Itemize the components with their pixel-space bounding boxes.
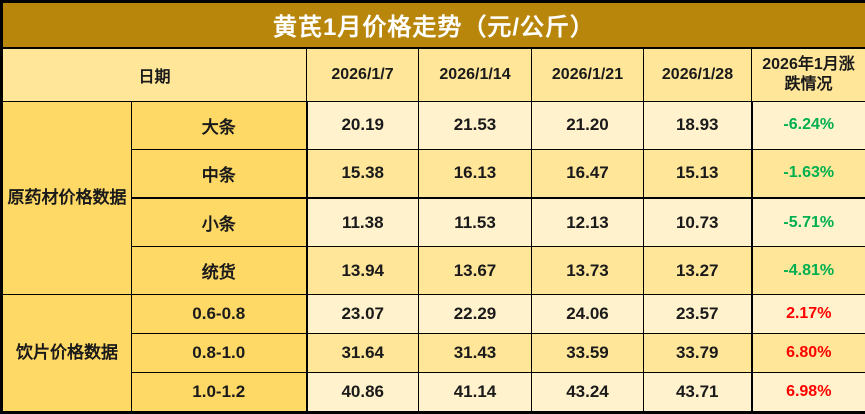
row-label: 1.0-1.2: [131, 371, 308, 413]
row-label: 0.6-0.8: [131, 294, 308, 334]
cell-value: 23.07: [306, 294, 419, 334]
cell-value: 12.13: [531, 197, 644, 248]
cell-value: 41.14: [418, 371, 532, 413]
group-label-slices: 饮片价格数据: [1, 294, 132, 413]
cell-value: 20.19: [306, 101, 419, 150]
cell-value: 33.59: [531, 332, 644, 373]
cell-value: 10.73: [643, 197, 752, 248]
cell-value: 13.27: [643, 246, 752, 296]
cell-value: 13.73: [531, 246, 644, 296]
change-value: -4.81%: [750, 246, 865, 296]
header-date-2: 2026/1/14: [418, 47, 532, 102]
table-row: 中条 15.38 16.13 16.47 15.13 -1.63%: [2, 148, 865, 200]
table-row: 小条 11.38 11.53 12.13 10.73 -5.71%: [2, 197, 865, 248]
header-change-label: 2026年1月涨跌情况: [750, 47, 865, 102]
row-label: 小条: [131, 197, 308, 248]
table-row: 原药材价格数据 大条 20.19 21.53 21.20 18.93 -6.24…: [1, 100, 865, 296]
cell-value: 15.38: [306, 148, 419, 200]
row-label: 0.8-1.0: [131, 332, 308, 373]
header-date-1: 2026/1/7: [306, 47, 419, 102]
row-label: 统货: [131, 246, 308, 296]
cell-value: 22.29: [418, 294, 532, 334]
cell-value: 21.53: [418, 101, 532, 150]
change-value: 2.17%: [750, 294, 865, 334]
cell-value: 16.13: [418, 148, 532, 200]
cell-value: 24.06: [531, 294, 644, 334]
cell-value: 43.24: [531, 371, 644, 413]
cell-value: 21.20: [531, 101, 644, 150]
cell-value: 23.57: [643, 294, 752, 334]
change-value: 6.80%: [750, 332, 865, 373]
cell-value: 40.86: [306, 371, 419, 413]
header-date-3: 2026/1/21: [531, 47, 644, 102]
title-row: 黄芪1月价格走势（元/公斤）: [0, 0, 865, 49]
change-value: -5.71%: [750, 197, 865, 248]
group-label-raw-material: 原药材价格数据: [1, 100, 132, 296]
cell-value: 11.38: [306, 197, 419, 248]
row-label: 大条: [131, 101, 308, 150]
header-date-label: 日期: [1, 47, 307, 102]
cell-value: 33.79: [643, 332, 752, 373]
header-date-4: 2026/1/28: [643, 47, 752, 102]
cell-value: 31.64: [306, 332, 419, 373]
row-label: 中条: [131, 148, 308, 200]
table-title: 黄芪1月价格走势（元/公斤）: [0, 0, 865, 49]
cell-value: 15.13: [643, 148, 752, 200]
table-row: 0.8-1.0 31.64 31.43 33.59 33.79 6.80%: [2, 332, 865, 373]
cell-value: 18.93: [643, 101, 752, 150]
cell-value: 16.47: [531, 148, 644, 200]
table-row: 统货 13.94 13.67 13.73 13.27 -4.81%: [2, 246, 865, 296]
cell-value: 43.71: [643, 371, 752, 413]
change-value: 6.98%: [750, 371, 865, 413]
table-row: 1.0-1.2 40.86 41.14 43.24 43.71 6.98%: [2, 371, 865, 413]
header-row: 日期 2026/1/7 2026/1/14 2026/1/21 2026/1/2…: [1, 47, 865, 102]
table-row: 饮片价格数据 0.6-0.8 23.07 22.29 24.06 23.57 2…: [1, 294, 865, 413]
cell-value: 13.67: [418, 246, 532, 296]
cell-value: 11.53: [418, 197, 532, 248]
change-value: -1.63%: [750, 148, 865, 200]
cell-value: 31.43: [418, 332, 532, 373]
change-value: -6.24%: [750, 101, 865, 150]
cell-value: 13.94: [306, 246, 419, 296]
